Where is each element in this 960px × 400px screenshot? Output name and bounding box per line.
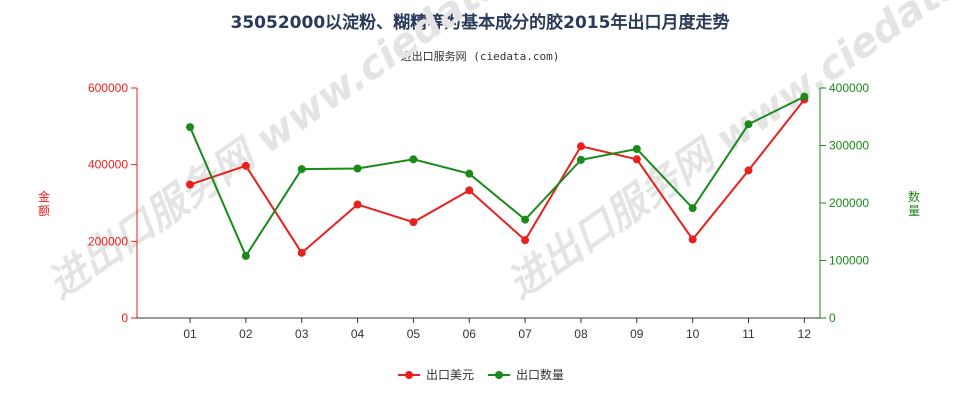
x-tick-label: 09 bbox=[630, 327, 644, 341]
series-point-0 bbox=[576, 142, 585, 151]
series-point-1 bbox=[744, 120, 753, 129]
x-tick-label: 03 bbox=[295, 327, 309, 341]
series-point-0 bbox=[744, 166, 753, 175]
x-tick-label: 04 bbox=[351, 327, 365, 341]
x-tick-label: 06 bbox=[463, 327, 477, 341]
y-right-tick-label: 0 bbox=[829, 311, 836, 325]
series-point-0 bbox=[688, 235, 697, 244]
chart-subtitle: 进出口服务网 (ciedata.com) bbox=[400, 50, 560, 63]
x-tick-label: 11 bbox=[742, 327, 755, 341]
x-tick-label: 02 bbox=[239, 327, 253, 341]
series-point-0 bbox=[241, 161, 250, 170]
series-point-1 bbox=[688, 204, 697, 213]
svg-text:量: 量 bbox=[908, 204, 920, 218]
y-left-tick-label: 600000 bbox=[88, 81, 128, 95]
legend-swatch-marker bbox=[405, 371, 413, 379]
series-point-1 bbox=[632, 144, 641, 153]
y-left-tick-label: 400000 bbox=[88, 158, 128, 172]
y-axis-left-label: 金额 bbox=[38, 189, 50, 218]
y-right-tick-label: 100000 bbox=[829, 254, 869, 268]
series-point-0 bbox=[297, 248, 306, 257]
x-tick-label: 10 bbox=[686, 327, 700, 341]
legend-label: 出口美元 bbox=[426, 368, 474, 382]
series-point-1 bbox=[800, 92, 809, 101]
series-point-1 bbox=[465, 169, 474, 178]
svg-text:金: 金 bbox=[38, 189, 50, 204]
series-point-1 bbox=[521, 215, 530, 224]
series-point-1 bbox=[297, 165, 306, 174]
legend-swatch-marker bbox=[495, 371, 503, 379]
series-point-1 bbox=[241, 251, 250, 260]
svg-text:数: 数 bbox=[908, 189, 920, 204]
axes: 0 200000 400000 600000 0 100000 200000 300000 40… bbox=[38, 81, 920, 341]
y-right-tick-label: 300000 bbox=[829, 139, 869, 153]
x-tick-label: 08 bbox=[574, 327, 588, 341]
x-tick-label: 07 bbox=[518, 327, 532, 341]
series-point-0 bbox=[409, 218, 418, 227]
y-axis-right-label: 数量 bbox=[908, 189, 920, 218]
legend: 出口美元 出口数量 bbox=[398, 367, 564, 382]
y-right-tick-label: 200000 bbox=[829, 196, 869, 210]
series-point-0 bbox=[353, 200, 362, 209]
y-left-tick-label: 200000 bbox=[88, 234, 128, 248]
y-left-tick-label: 0 bbox=[121, 311, 128, 325]
chart-title: 35052000以淀粉、糊精等为基本成分的胶2015年出口月度走势 bbox=[230, 13, 730, 33]
series-point-1 bbox=[186, 123, 195, 132]
series-line-1 bbox=[189, 95, 805, 259]
x-tick-label: 01 bbox=[183, 327, 197, 341]
x-tick-label: 12 bbox=[798, 327, 812, 341]
series-point-1 bbox=[576, 155, 585, 164]
legend-label: 出口数量 bbox=[516, 367, 564, 382]
series-point-0 bbox=[465, 186, 474, 195]
y-right-tick-label: 400000 bbox=[829, 81, 869, 95]
series-layer bbox=[186, 92, 809, 260]
svg-text:额: 额 bbox=[38, 204, 50, 218]
series-point-0 bbox=[186, 180, 195, 189]
series-point-0 bbox=[632, 155, 641, 164]
series-point-1 bbox=[353, 164, 362, 173]
series-line-0 bbox=[189, 98, 806, 255]
x-tick-label: 05 bbox=[407, 327, 421, 341]
series-point-1 bbox=[409, 155, 418, 164]
series-point-0 bbox=[521, 236, 530, 245]
